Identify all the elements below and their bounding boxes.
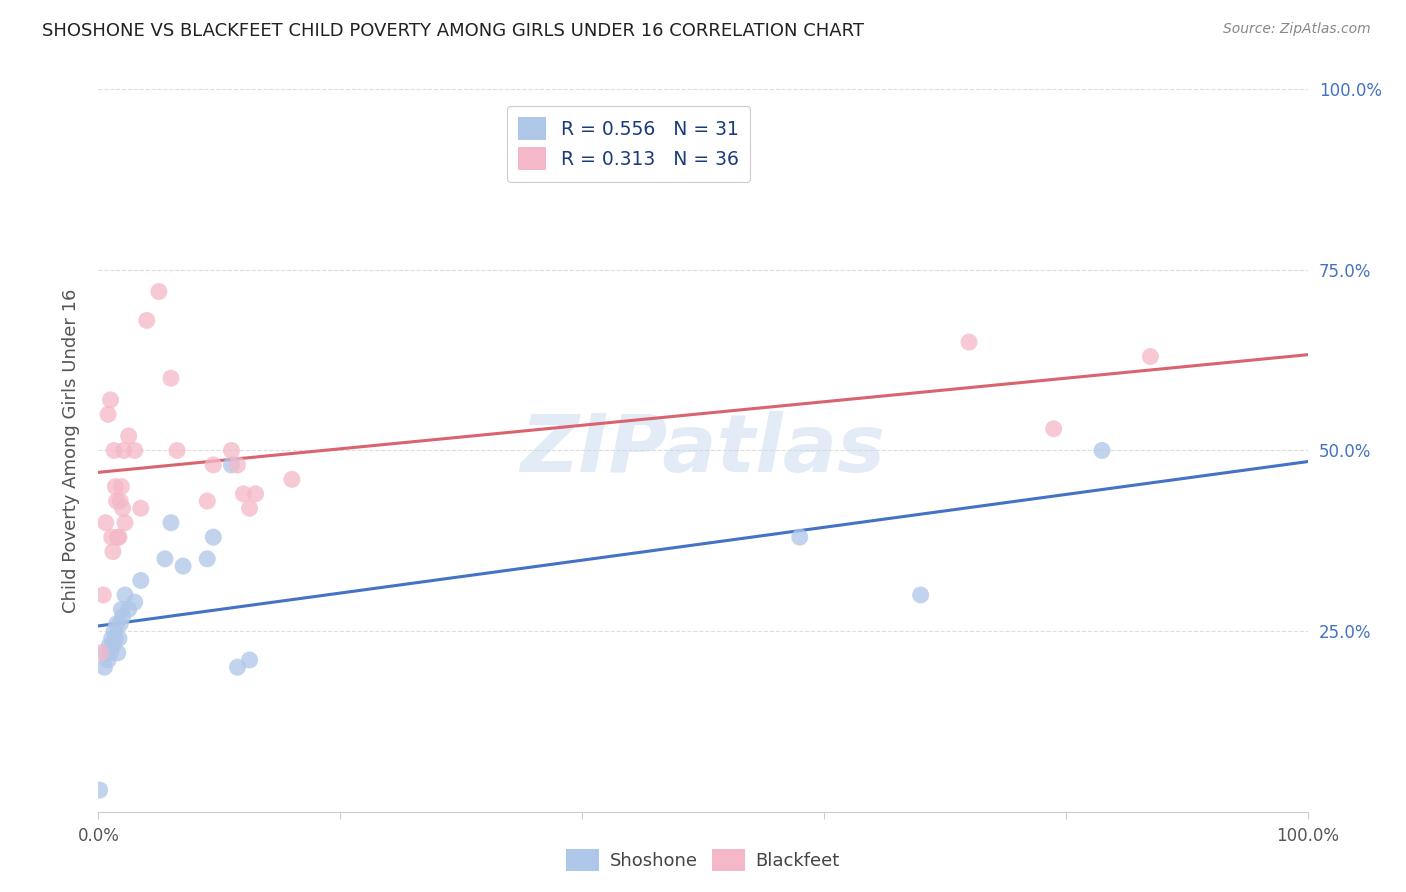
Point: [1091, 443, 1114, 458]
Point: [114, 516, 136, 530]
Point: [94, 516, 117, 530]
Point: [160, 516, 183, 530]
Point: [114, 588, 136, 602]
Point: [108, 616, 131, 631]
Point: [105, 616, 128, 631]
Point: [135, 313, 157, 327]
Point: [957, 334, 980, 349]
Text: SHOSHONE VS BLACKFEET CHILD POVERTY AMONG GIRLS UNDER 16 CORRELATION CHART: SHOSHONE VS BLACKFEET CHILD POVERTY AMON…: [42, 22, 865, 40]
Point: [97, 407, 120, 421]
Point: [195, 551, 218, 566]
Point: [111, 501, 134, 516]
Point: [239, 501, 262, 516]
Point: [226, 458, 249, 472]
Point: [1139, 350, 1161, 364]
Point: [98, 639, 121, 653]
Point: [129, 501, 152, 516]
Point: [101, 639, 124, 653]
Point: [100, 646, 122, 660]
Point: [124, 595, 146, 609]
Point: [129, 574, 152, 588]
Point: [148, 285, 170, 299]
Point: [91, 588, 114, 602]
Point: [195, 494, 218, 508]
Point: [111, 609, 134, 624]
Point: [160, 371, 183, 385]
Point: [1042, 422, 1064, 436]
Point: [910, 588, 932, 602]
Point: [118, 602, 141, 616]
Point: [104, 632, 127, 646]
Point: [221, 443, 243, 458]
Point: [112, 443, 135, 458]
Point: [100, 530, 122, 544]
Point: [118, 429, 141, 443]
Point: [104, 480, 127, 494]
Point: [124, 443, 146, 458]
Point: [202, 530, 225, 544]
Point: [108, 494, 131, 508]
Legend: Shoshone, Blackfeet: Shoshone, Blackfeet: [560, 842, 846, 879]
Point: [105, 494, 128, 508]
Point: [107, 530, 129, 544]
Text: ZIPatlas: ZIPatlas: [520, 411, 886, 490]
Point: [110, 602, 132, 616]
Point: [172, 559, 194, 574]
Point: [202, 458, 225, 472]
Legend: R = 0.556   N = 31, R = 0.313   N = 36: R = 0.556 N = 31, R = 0.313 N = 36: [506, 106, 751, 182]
Point: [239, 653, 262, 667]
Point: [110, 480, 132, 494]
Point: [108, 632, 131, 646]
Point: [226, 660, 249, 674]
Y-axis label: Child Poverty Among Girls Under 16: Child Poverty Among Girls Under 16: [62, 288, 80, 613]
Text: Source: ZipAtlas.com: Source: ZipAtlas.com: [1223, 22, 1371, 37]
Point: [100, 392, 122, 407]
Point: [97, 653, 120, 667]
Point: [90, 646, 112, 660]
Point: [103, 443, 125, 458]
Point: [103, 624, 125, 639]
Point: [153, 551, 176, 566]
Point: [101, 544, 124, 558]
Point: [789, 530, 811, 544]
Point: [245, 487, 267, 501]
Point: [107, 646, 129, 660]
Point: [98, 68, 121, 82]
Point: [166, 443, 188, 458]
Point: [108, 530, 131, 544]
Point: [94, 646, 117, 660]
Point: [100, 632, 122, 646]
Point: [93, 660, 115, 674]
Point: [221, 458, 243, 472]
Point: [89, 783, 111, 797]
Point: [232, 487, 254, 501]
Point: [281, 472, 304, 486]
